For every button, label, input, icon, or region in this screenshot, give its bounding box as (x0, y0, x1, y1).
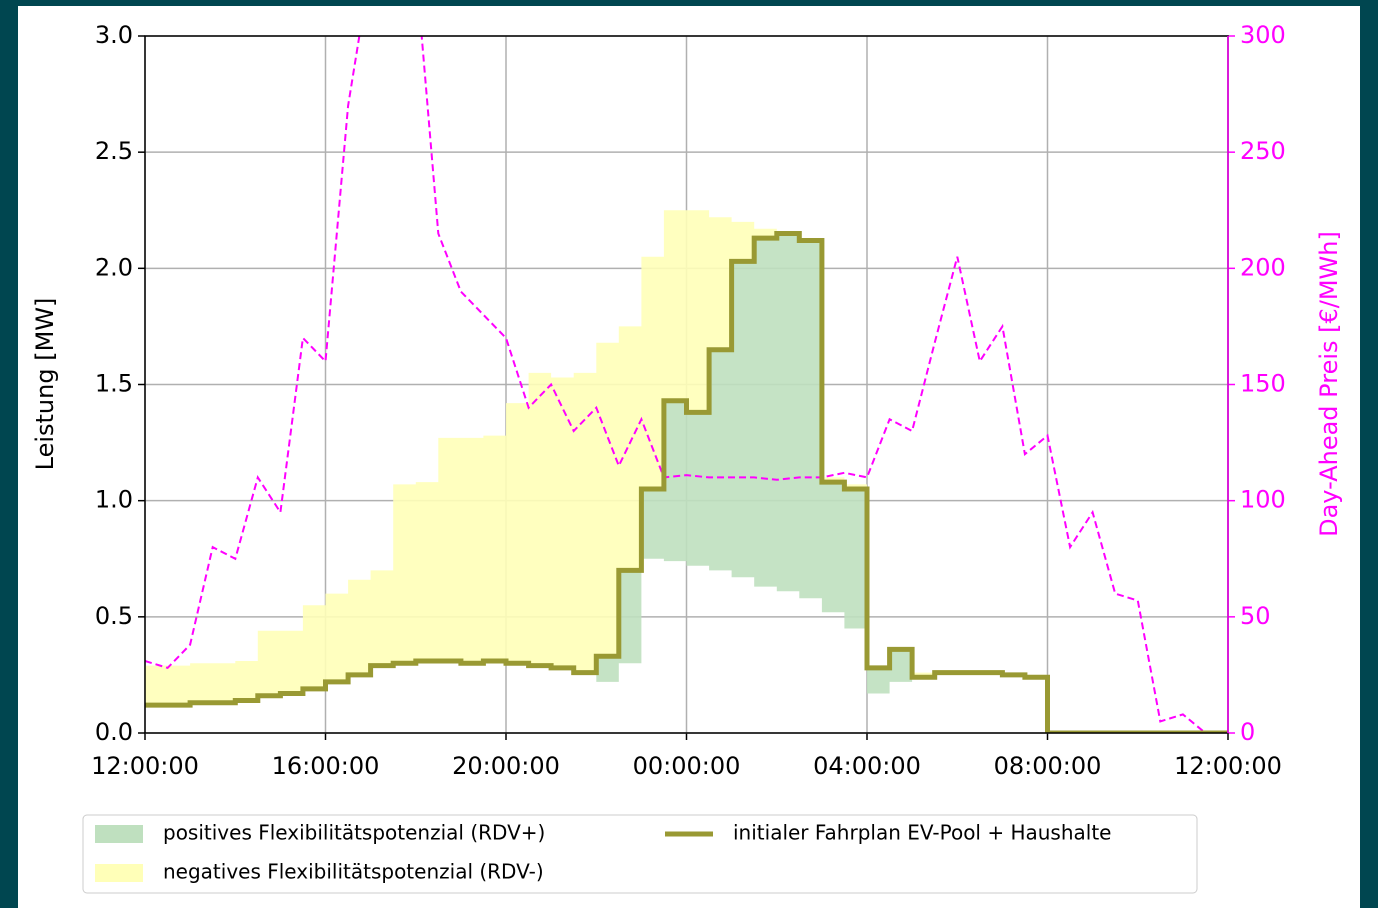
positive-flex-area (145, 233, 1228, 733)
y-tick-label: 2.0 (95, 253, 133, 281)
y2-tick-label: 150 (1240, 370, 1286, 398)
y2-tick-label: 100 (1240, 486, 1286, 514)
y-tick-label: 1.5 (95, 370, 133, 398)
y-tick-label: 2.5 (95, 137, 133, 165)
y-tick-label: 1.0 (95, 486, 133, 514)
x-tick-label: 04:00:00 (813, 752, 921, 780)
y-tick-label: 0.5 (95, 602, 133, 630)
y-tick-label: 0.0 (95, 718, 133, 746)
y-axis-label: Leistung [MW] (31, 298, 59, 471)
y2-tick-label: 300 (1240, 21, 1286, 49)
negative-flex-area (145, 210, 1228, 733)
y2-tick-label: 250 (1240, 137, 1286, 165)
x-tick-label: 08:00:00 (994, 752, 1102, 780)
legend-label: initialer Fahrplan EV-Pool + Haushalte (733, 821, 1112, 845)
y2-tick-label: 50 (1240, 602, 1271, 630)
y-tick-label: 3.0 (95, 21, 133, 49)
y2-tick-label: 0 (1240, 718, 1255, 746)
x-tick-label: 12:00:00 (1174, 752, 1282, 780)
plot (145, 36, 1228, 733)
legend (82, 814, 1198, 894)
legend-label: negatives Flexibilitätspotenzial (RDV-) (163, 860, 544, 884)
y2-tick-label: 200 (1240, 253, 1286, 281)
x-tick-label: 00:00:00 (633, 752, 741, 780)
x-tick-label: 20:00:00 (452, 752, 560, 780)
y2-axis-label: Day-Ahead Preis [€/MWh] (1315, 231, 1343, 537)
legend-label: positives Flexibilitätspotenzial (RDV+) (163, 821, 545, 845)
price-line (145, 36, 1228, 733)
legend-swatch (95, 825, 143, 843)
schedule-line (145, 231, 1228, 733)
x-tick-label: 12:00:00 (91, 752, 199, 780)
legend-swatch (95, 864, 143, 882)
x-tick-label: 16:00:00 (272, 752, 380, 780)
